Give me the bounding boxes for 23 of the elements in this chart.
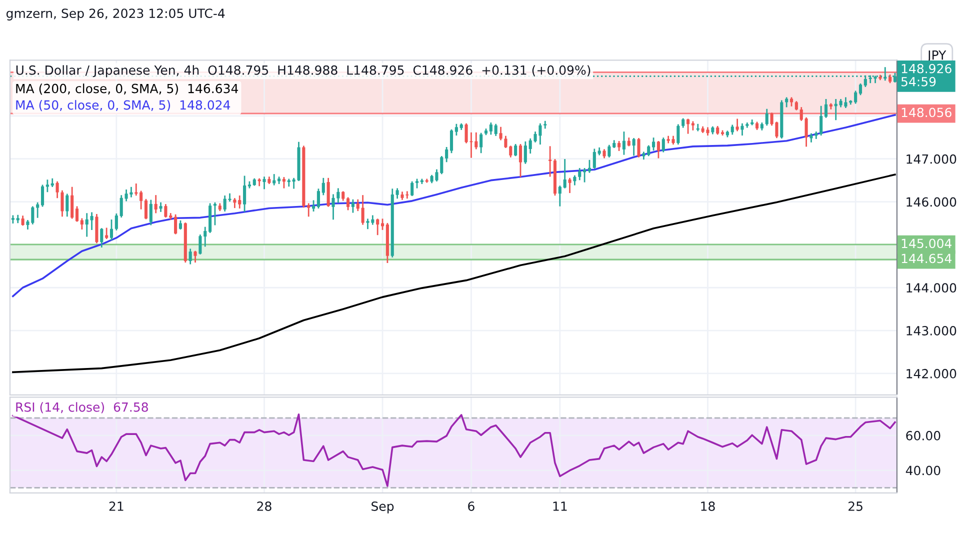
text: MA (200, close, 0, SMA, 5) 146.634 bbox=[16, 84, 238, 95]
ref-line-label: 144.654 bbox=[902, 254, 952, 264]
chart-subtitle: U.S. Dollar / Japanese Yen, 4h O148.795 H148.988 L148.795 C148.926 +0.131 (+0.09%) bbox=[16, 65, 590, 78]
y-tick-label: 143.000 bbox=[906, 326, 956, 336]
x-tick-label: 28 bbox=[257, 502, 272, 511]
text: MA (50, close, 0, SMA, 5) 148.024 bbox=[16, 100, 230, 112]
y-tick-label: 144.000 bbox=[906, 283, 956, 293]
ref-line-label: 145.004 bbox=[902, 238, 952, 248]
x-tick-label: Sep bbox=[372, 502, 394, 514]
x-tick-label: 21 bbox=[109, 502, 124, 511]
ref-line-label: 148.926 54:59 bbox=[901, 64, 952, 86]
series-label: RSI (14, close) 67.58 bbox=[16, 402, 148, 414]
x-tick-label: 6 bbox=[468, 502, 474, 511]
y-tick-label: 40.00 bbox=[906, 466, 940, 476]
ref-line-label: 148.056 bbox=[902, 108, 952, 118]
chart-title: gmzern, Sep 26, 2023 12:05 UTC-4 bbox=[6, 8, 225, 20]
x-tick-label: 18 bbox=[701, 502, 715, 511]
y-tick-label: 147.000 bbox=[906, 154, 956, 164]
y-tick-label: 60.00 bbox=[906, 430, 940, 440]
y-tick-label: 142.000 bbox=[906, 368, 956, 378]
x-tick-label: 25 bbox=[848, 502, 862, 511]
y-tick-label: 146.000 bbox=[906, 197, 956, 207]
x-tick-label: 11 bbox=[553, 502, 567, 511]
